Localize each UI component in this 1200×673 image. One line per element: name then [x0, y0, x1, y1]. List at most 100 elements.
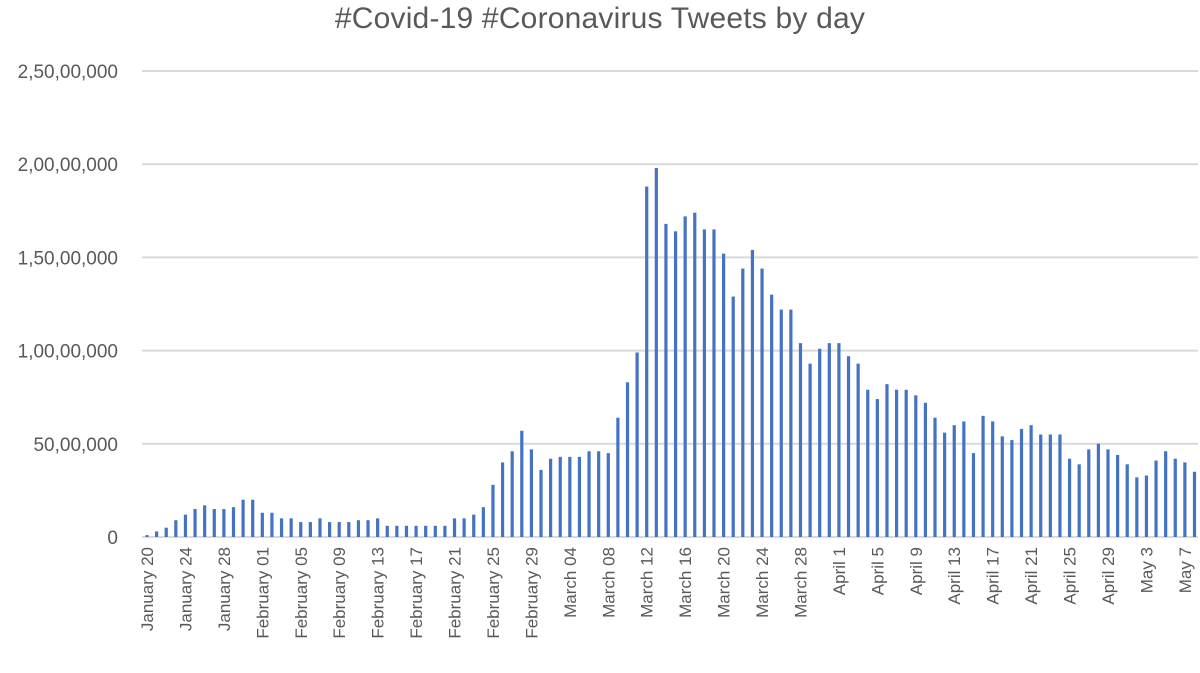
bar: Mar 18: 16500000 [702, 229, 706, 537]
bar: Mar 25: 13000000 [770, 294, 774, 537]
bar: Feb 29: 4700000 [529, 449, 533, 537]
bar: Apr 20: 5800000 [1019, 428, 1024, 537]
x-tick-label: April 13 [945, 547, 964, 605]
bar: Jan 25: 1500000 [193, 509, 197, 537]
bar: Feb 23: 1200000 [472, 514, 476, 537]
bar: Mar 12: 18800000 [645, 186, 649, 537]
bar: Apr 4: 7900000 [866, 389, 870, 537]
y-axis-labels: 0 50,00,000 1,00,00,000 1,50,00,000 2,00,00,… [18, 62, 118, 549]
bar: Apr 7: 7900000 [894, 389, 899, 537]
bar: Apr 6: 8200000 [885, 384, 889, 537]
bar: Jan 27: 1500000 [212, 509, 216, 537]
bar: Mar 04: 4300000 [568, 456, 572, 537]
bar: Apr 1: 10400000 [837, 343, 841, 537]
bar: Feb 24: 1600000 [481, 507, 485, 537]
bar: Mar 22: 14400000 [741, 268, 745, 537]
bar: Feb 16: 600000 [404, 525, 409, 537]
bar: Mar 09: 6400000 [616, 417, 620, 537]
bar: Mar 23: 15400000 [750, 249, 755, 537]
bar: Jan 30: 2000000 [241, 499, 245, 537]
bar: Feb 09: 800000 [337, 522, 341, 537]
bar: Apr 25: 4200000 [1067, 458, 1072, 537]
bar: Apr 19: 5200000 [1010, 440, 1014, 537]
bar: Jan 26: 1700000 [203, 505, 207, 537]
bar: Apr 11: 6400000 [933, 417, 937, 537]
bar: Apr 17: 6200000 [991, 421, 995, 537]
bar: Jan 23: 900000 [174, 520, 178, 537]
x-tick-label: March 28 [792, 547, 811, 618]
bar: Apr 5: 7400000 [875, 399, 879, 537]
y-tick-label: 50,00,000 [33, 435, 118, 456]
bar: Apr 3: 9300000 [856, 363, 860, 537]
bar: Mar 30: 10100000 [818, 348, 822, 537]
bar: Jan 28: 1500000 [222, 509, 226, 537]
bar: Apr 21: 6000000 [1029, 425, 1033, 537]
bar: Feb 26: 4000000 [500, 462, 505, 537]
bar: Apr 26: 3900000 [1077, 464, 1081, 537]
bar: Jan 22: 500000 [164, 527, 168, 537]
bar: May 5: 4600000 [1164, 451, 1168, 537]
bar: Mar 14: 16800000 [664, 223, 668, 537]
bar: Feb 01: 1300000 [260, 512, 264, 537]
bar: May 2: 3200000 [1135, 477, 1139, 537]
bar: Feb 20: 600000 [443, 525, 447, 537]
bar: Mar 24: 14400000 [760, 268, 764, 537]
bar: Feb 05: 800000 [299, 522, 303, 537]
bar: Feb 08: 800000 [327, 522, 332, 537]
bar: Mar 05: 4300000 [577, 456, 582, 537]
x-tick-label: February 09 [330, 547, 349, 639]
bar: Jan 21: 300000 [155, 531, 159, 537]
bar: Feb 17: 600000 [414, 525, 418, 537]
bar: Apr 27: 4700000 [1087, 449, 1091, 537]
bar: Mar 26: 12200000 [779, 309, 783, 537]
x-tick-label: March 16 [676, 547, 695, 618]
bar: Feb 04: 1000000 [289, 518, 293, 537]
y-tick-label: 0 [107, 528, 118, 549]
bar: Mar 16: 17200000 [683, 216, 687, 537]
x-tick-label: May 3 [1137, 547, 1156, 593]
bar: Apr 10: 7200000 [923, 402, 928, 537]
bar: Jan 24: 1200000 [183, 514, 188, 537]
bar: Feb 25: 2800000 [491, 484, 495, 537]
x-tick-label: April 9 [907, 547, 926, 595]
x-tick-label: April 21 [1022, 547, 1041, 605]
bar: Feb 15: 600000 [395, 525, 399, 537]
bar: May 7: 4000000 [1183, 462, 1187, 537]
bar: Feb 22: 1000000 [462, 518, 466, 537]
bar: Mar 20: 15200000 [722, 253, 726, 538]
x-tick-label: February 21 [446, 547, 465, 639]
bar: Apr 13: 6000000 [952, 425, 956, 537]
x-tick-label: February 01 [253, 547, 272, 639]
bar: Mar 08: 4500000 [606, 453, 610, 537]
x-tick-label: January 20 [138, 547, 157, 631]
x-tick-label: May 7 [1176, 547, 1195, 593]
x-tick-label: February 05 [292, 547, 311, 639]
bar: May 8: 3500000 [1192, 471, 1197, 537]
x-tick-label: January 24 [176, 547, 195, 631]
bar: May 4: 4100000 [1154, 460, 1158, 537]
bar-series: Jan 20: 100000 Jan 21: 300000 Jan 22: 5000… [145, 167, 1197, 538]
y-tick-label: 1,00,00,000 [18, 342, 118, 363]
x-tick-label: April 17 [984, 547, 1003, 605]
bar: Apr 30: 4400000 [1116, 454, 1120, 537]
bar: Feb 18: 600000 [424, 525, 428, 537]
bar: Feb 28: 5700000 [520, 430, 524, 537]
x-tick-label: February 17 [407, 547, 426, 639]
x-tick-label: March 08 [599, 547, 618, 618]
bar: Mar 15: 16400000 [673, 231, 678, 538]
bar: Mar 01: 3600000 [539, 469, 543, 537]
x-tick-label: April 25 [1061, 547, 1080, 605]
bar: Feb 06: 800000 [308, 522, 312, 537]
y-tick-label: 1,50,00,000 [18, 248, 118, 269]
bar: Apr 14: 6200000 [962, 421, 966, 537]
x-tick-label: February 13 [369, 547, 388, 639]
bar: Mar 27: 12200000 [789, 309, 793, 537]
bar: Apr 24: 5500000 [1058, 434, 1062, 537]
bar: Apr 18: 5400000 [1000, 436, 1004, 537]
bar: Feb 21: 1000000 [452, 518, 457, 537]
bar: Apr 8: 7900000 [904, 389, 908, 537]
bar: Mar 19: 16500000 [712, 229, 716, 537]
x-tick-label: March 24 [753, 547, 772, 618]
bar: Feb 02: 1300000 [270, 512, 274, 537]
